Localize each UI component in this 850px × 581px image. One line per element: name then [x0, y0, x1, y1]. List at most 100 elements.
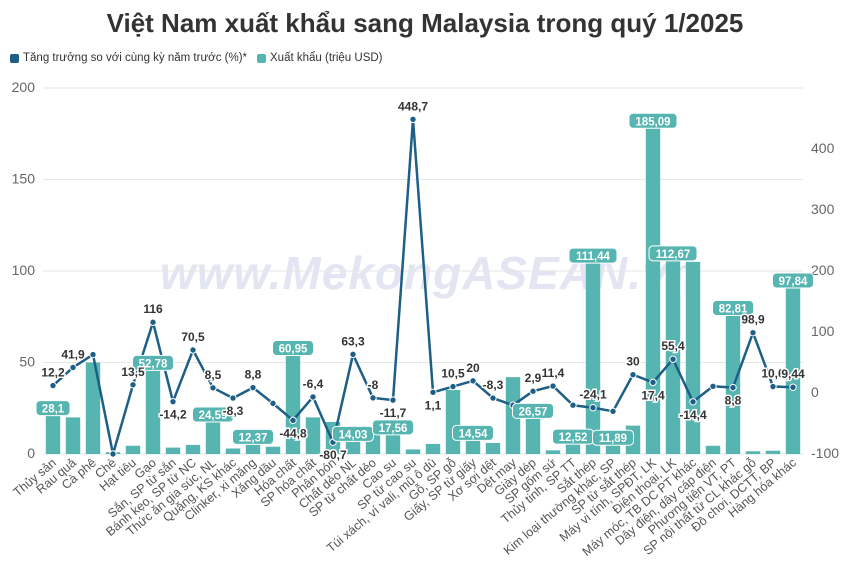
growth-line — [52, 118, 794, 456]
bar — [745, 451, 761, 454]
line-point — [169, 397, 177, 406]
bar-value-label: 60,95 — [279, 343, 308, 355]
bar-value-label: 17,56 — [379, 423, 408, 435]
bar — [685, 261, 701, 454]
line-value-label: -14,4 — [679, 408, 707, 422]
line-value-label: 20 — [466, 361, 480, 375]
bar-label-bg — [628, 112, 678, 129]
bar — [725, 302, 741, 454]
line-value-label: -44,8 — [279, 426, 307, 440]
line-value-label: 55,4 — [661, 339, 685, 353]
bar — [585, 250, 601, 454]
y-right-tick-label: -100 — [811, 445, 839, 461]
legend-item-growth[interactable]: Tăng trưởng so với cùng kỳ năm trước (%)… — [10, 52, 247, 64]
bar-value-label: 111,44 — [576, 251, 611, 263]
line-value-label: 10,5 — [441, 367, 465, 381]
bar — [765, 450, 781, 454]
line-point — [709, 382, 717, 390]
line-point — [769, 382, 777, 391]
bar-label-bg — [272, 339, 314, 356]
line-point — [229, 394, 237, 402]
bar-value-label: 52,78 — [139, 358, 168, 370]
bar — [485, 443, 501, 454]
line-value-label: 13,5 — [121, 365, 145, 379]
bar-label-bg — [568, 247, 618, 264]
bar-label-bg — [372, 419, 414, 436]
y-left-tick-label: 0 — [27, 445, 35, 461]
line-point — [129, 381, 137, 389]
line-value-label: -24,1 — [579, 388, 607, 402]
legend-item-export[interactable]: Xuất khẩu (triệu USD) — [257, 52, 383, 64]
bar — [165, 447, 181, 454]
bar-label-bg — [772, 272, 814, 289]
bar-label-bg — [132, 354, 174, 371]
line-point — [689, 398, 697, 406]
line-point — [729, 383, 737, 392]
line-point — [549, 382, 557, 390]
line-value-label: 8,8 — [725, 394, 742, 408]
bar-value-label: 14,03 — [339, 429, 368, 441]
legend-label-export: Xuất khẩu (triệu USD) — [270, 52, 383, 64]
line-point — [249, 383, 257, 392]
line-value-label: 9,44 — [781, 367, 805, 381]
line-value-label: 12,2 — [41, 366, 65, 380]
line-value-label: 116 — [143, 302, 163, 316]
bar-label-bg — [512, 402, 554, 419]
line-point — [429, 388, 437, 397]
y-left-tick-label: 50 — [19, 354, 35, 370]
bar — [225, 448, 241, 454]
bar — [705, 445, 721, 454]
bar — [285, 342, 301, 454]
y-left-tick-label: 150 — [12, 171, 36, 187]
line-point — [469, 377, 477, 385]
legend-swatch-growth — [10, 53, 19, 63]
line-value-label: -80,7 — [319, 448, 347, 462]
bar — [545, 450, 561, 454]
bar-label-bg — [712, 299, 754, 316]
bar-label-bg — [648, 245, 698, 262]
line-value-label: 98,9 — [741, 313, 765, 327]
legend: Tăng trưởng so với cùng kỳ năm trước (%)… — [10, 52, 393, 64]
line-point — [149, 318, 157, 326]
bar-value-label: 24,59 — [199, 410, 228, 422]
line-point — [109, 450, 117, 458]
line-value-label: 448,7 — [398, 99, 428, 113]
y-right-tick-label: 300 — [811, 201, 835, 217]
line-point — [369, 394, 377, 402]
bar-value-label: 185,09 — [635, 116, 670, 128]
bar-value-label: 97,84 — [779, 276, 808, 288]
bar — [305, 417, 321, 454]
bar — [665, 247, 681, 454]
line-value-label: -8,3 — [483, 378, 504, 392]
line-point — [349, 350, 357, 359]
line-point — [529, 387, 537, 395]
bar-value-label: 82,81 — [719, 303, 748, 315]
line-value-label: -6,4 — [303, 377, 324, 391]
bar-label-bg — [35, 400, 71, 417]
line-point — [289, 416, 297, 425]
chart-title: Việt Nam xuất khẩu sang Malaysia trong q… — [106, 8, 744, 38]
bar-label-bg — [192, 406, 234, 423]
bar-label-bg — [592, 429, 634, 446]
bar — [85, 362, 101, 454]
bar — [185, 444, 201, 454]
bar — [125, 445, 141, 454]
bar-value-label: 12,52 — [559, 432, 588, 444]
y-left-tick-label: 100 — [12, 262, 36, 278]
line-point — [189, 346, 197, 354]
line-point — [389, 396, 397, 404]
line-point — [209, 384, 217, 392]
line-value-label: -14,2 — [159, 408, 187, 422]
line-value-label: 70,5 — [181, 330, 205, 344]
y-right-tick-label: 400 — [811, 140, 835, 156]
line-value-label: -11,7 — [380, 406, 407, 420]
line-value-label: 17,4 — [641, 388, 665, 402]
line-point — [649, 378, 657, 387]
line-value-label: 1,1 — [425, 398, 442, 412]
bar-value-label: 26,57 — [519, 406, 548, 418]
bar-label-bg — [232, 428, 274, 445]
line-value-label: 8,5 — [205, 368, 222, 382]
line-value-label: 41,9 — [61, 347, 85, 361]
line-point — [409, 115, 417, 123]
y-right-tick-label: 200 — [811, 262, 835, 278]
